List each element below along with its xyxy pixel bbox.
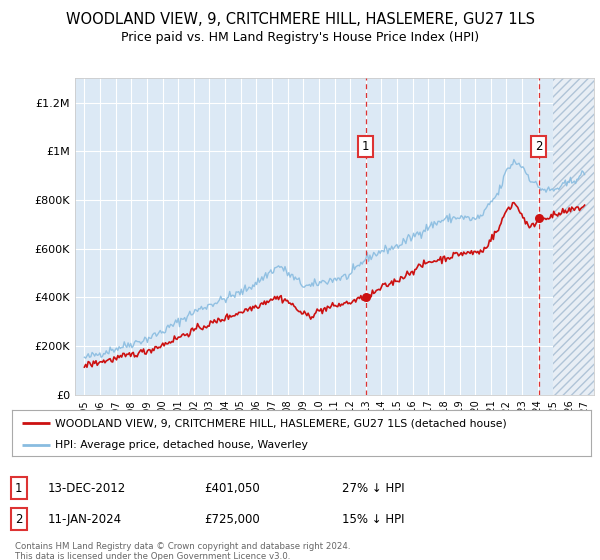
Text: 1: 1: [362, 140, 370, 153]
Text: £401,050: £401,050: [204, 482, 260, 495]
Text: Price paid vs. HM Land Registry's House Price Index (HPI): Price paid vs. HM Land Registry's House …: [121, 31, 479, 44]
Text: 13-DEC-2012: 13-DEC-2012: [48, 482, 126, 495]
Text: 15% ↓ HPI: 15% ↓ HPI: [342, 512, 404, 526]
Text: WOODLAND VIEW, 9, CRITCHMERE HILL, HASLEMERE, GU27 1LS: WOODLAND VIEW, 9, CRITCHMERE HILL, HASLE…: [65, 12, 535, 27]
Text: WOODLAND VIEW, 9, CRITCHMERE HILL, HASLEMERE, GU27 1LS (detached house): WOODLAND VIEW, 9, CRITCHMERE HILL, HASLE…: [55, 418, 507, 428]
Text: £725,000: £725,000: [204, 512, 260, 526]
Text: 11-JAN-2024: 11-JAN-2024: [48, 512, 122, 526]
Text: 2: 2: [15, 512, 23, 526]
Text: Contains HM Land Registry data © Crown copyright and database right 2024.
This d: Contains HM Land Registry data © Crown c…: [15, 542, 350, 560]
Text: 2: 2: [535, 140, 542, 153]
Text: 1: 1: [15, 482, 23, 495]
Bar: [553, 78, 594, 395]
Text: 27% ↓ HPI: 27% ↓ HPI: [342, 482, 404, 495]
Text: HPI: Average price, detached house, Waverley: HPI: Average price, detached house, Wave…: [55, 440, 308, 450]
